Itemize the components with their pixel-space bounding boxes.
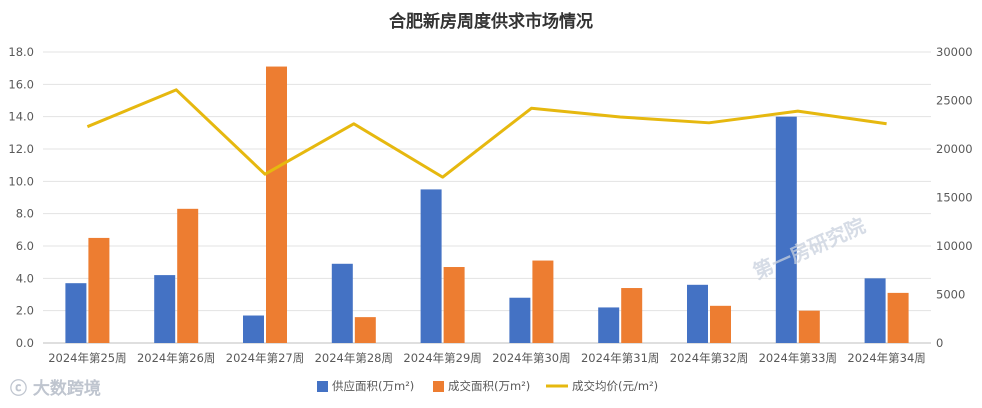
bar <box>420 189 442 343</box>
right-axis: 0 5000 10000 15000 20000 25000 30000 <box>936 45 973 350</box>
legend-label: 成交面积(万m²) <box>448 379 530 393</box>
right-tick-label: 20000 <box>936 142 973 156</box>
left-tick-label: 2.0 <box>16 304 34 318</box>
line-series <box>86 88 887 179</box>
bar <box>687 284 708 343</box>
x-tick-label: 2024年第30周 <box>492 351 570 365</box>
bar-series <box>65 66 909 344</box>
bar <box>710 305 731 343</box>
bar <box>443 267 465 343</box>
bar <box>331 263 353 343</box>
bar <box>798 310 820 343</box>
legend-label: 供应面积(万m²) <box>332 379 414 393</box>
right-tick-label: 10000 <box>936 239 973 253</box>
bar <box>243 315 264 343</box>
legend-swatch <box>317 381 328 392</box>
bar <box>864 278 886 343</box>
left-tick-label: 0.0 <box>16 336 34 350</box>
brand-text: 大数跨境 <box>32 379 101 399</box>
right-tick-label: 30000 <box>936 45 973 59</box>
price-line <box>86 88 887 179</box>
legend-swatch <box>433 381 444 392</box>
left-axis: 0.0 2.0 4.0 6.0 8.0 10.0 12.0 14.0 16.0 18.0 <box>8 45 34 350</box>
bar <box>177 208 199 343</box>
bar <box>621 288 643 343</box>
left-tick-label: 18.0 <box>8 45 34 59</box>
x-tick-label: 2024年第32周 <box>670 351 748 365</box>
legend-label: 成交均价(元/m²) <box>572 379 658 393</box>
left-tick-label: 12.0 <box>8 142 34 156</box>
legend: 供应面积(万m²) 成交面积(万m²) 成交均价(元/m²) <box>317 379 658 393</box>
x-axis: 2024年第25周 2024年第26周 2024年第27周 2024年第28周 2024… <box>48 351 926 365</box>
left-tick-label: 10.0 <box>8 174 34 188</box>
right-tick-label: 0 <box>936 336 943 350</box>
bar <box>154 275 176 343</box>
right-tick-label: 15000 <box>936 191 973 205</box>
bar <box>509 297 531 343</box>
left-tick-label: 4.0 <box>16 271 34 285</box>
left-tick-label: 6.0 <box>16 239 34 253</box>
x-tick-label: 2024年第27周 <box>226 351 304 365</box>
bar <box>775 116 797 344</box>
right-tick-label: 5000 <box>936 288 965 302</box>
right-tick-label: 25000 <box>936 94 973 108</box>
x-tick-label: 2024年第31周 <box>581 351 659 365</box>
x-tick-label: 2024年第34周 <box>847 351 925 365</box>
x-tick-label: 2024年第26周 <box>137 351 215 365</box>
bar <box>354 317 376 343</box>
left-tick-label: 14.0 <box>8 110 34 124</box>
x-tick-label: 2024年第29周 <box>403 351 481 365</box>
chart-title: 合肥新房周度供求市场情况 <box>389 11 593 32</box>
x-tick-label: 2024年第25周 <box>48 351 126 365</box>
bar <box>65 283 87 343</box>
x-tick-label: 2024年第33周 <box>759 351 837 365</box>
bar <box>88 237 110 343</box>
brand-logo: ⓒ 大数跨境 <box>10 374 101 399</box>
gridlines <box>43 51 931 344</box>
left-tick-label: 16.0 <box>8 77 34 91</box>
bar <box>266 66 287 344</box>
bar <box>598 307 620 343</box>
x-tick-label: 2024年第28周 <box>315 351 393 365</box>
bar <box>887 292 909 343</box>
brand-icon: ⓒ <box>10 379 33 399</box>
bar <box>532 260 554 343</box>
left-tick-label: 8.0 <box>16 207 34 221</box>
watermark: 第一房研究院 <box>749 213 868 284</box>
